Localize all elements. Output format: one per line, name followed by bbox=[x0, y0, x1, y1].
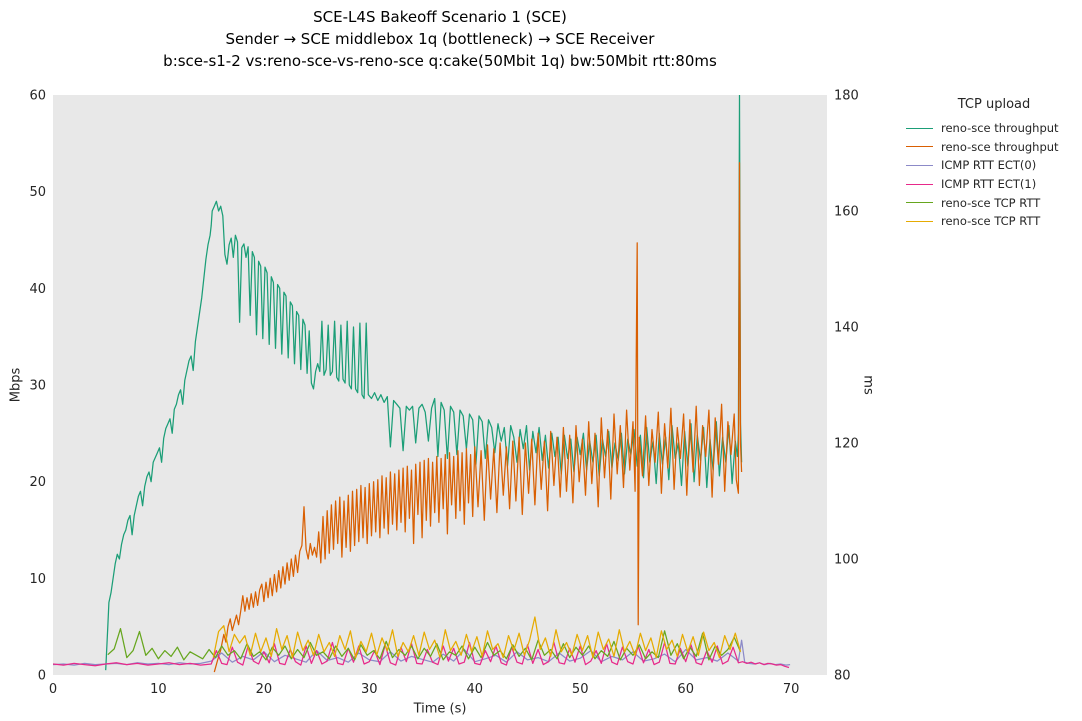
y-right-tick-label: 120 bbox=[834, 437, 859, 452]
legend-entry: reno-sce throughput bbox=[906, 138, 1082, 157]
y-left-tick-label: 40 bbox=[29, 282, 46, 297]
series-line-5 bbox=[212, 616, 742, 659]
legend-entry: reno-sce TCP RTT bbox=[906, 193, 1082, 212]
y-right-tick-label: 160 bbox=[834, 205, 859, 220]
x-axis-label: Time (s) bbox=[413, 701, 467, 717]
x-tick-label: 10 bbox=[150, 682, 167, 697]
legend: TCP upload reno-sce throughput reno-sce t… bbox=[906, 97, 1082, 231]
title-line-1: SCE-L4S Bakeoff Scenario 1 (SCE) bbox=[313, 8, 567, 26]
legend-title: TCP upload bbox=[957, 97, 1031, 112]
legend-entry: ICMP RTT ECT(1) bbox=[906, 175, 1082, 194]
x-tick-label: 60 bbox=[677, 682, 694, 697]
legend-swatch-line bbox=[906, 164, 933, 166]
legend-swatch-line bbox=[906, 220, 933, 222]
legend-swatch-line bbox=[906, 183, 933, 185]
x-tick-label: 40 bbox=[467, 682, 484, 697]
legend-entry: reno-sce throughput bbox=[906, 119, 1082, 138]
plot-background bbox=[53, 95, 827, 675]
y-right-tick-label: 100 bbox=[834, 553, 859, 568]
x-tick-label: 20 bbox=[256, 682, 273, 697]
y-left-tick-label: 30 bbox=[29, 379, 46, 394]
y-axis-label-left: Mbps bbox=[8, 367, 24, 403]
y-left-tick-label: 0 bbox=[38, 669, 46, 684]
legend-entry-label: reno-sce throughput bbox=[941, 121, 1059, 136]
legend-entry-label: reno-sce TCP RTT bbox=[941, 214, 1041, 229]
y-axis-label-right: ms bbox=[860, 375, 876, 395]
series-line-1 bbox=[213, 162, 743, 673]
chart-title: SCE-L4S Bakeoff Scenario 1 (SCE) Sender … bbox=[0, 6, 880, 72]
legend-entry-label: reno-sce TCP RTT bbox=[941, 195, 1041, 210]
legend-swatch-line bbox=[906, 127, 933, 129]
legend-entry: reno-sce TCP RTT bbox=[906, 212, 1082, 231]
y-right-tick-label: 140 bbox=[834, 321, 859, 336]
y-left-tick-label: 20 bbox=[29, 475, 46, 490]
y-right-tick-label: 80 bbox=[834, 669, 851, 684]
y-left-tick-label: 60 bbox=[29, 89, 46, 104]
y-left-tick-label: 50 bbox=[29, 185, 46, 200]
x-tick-label: 50 bbox=[572, 682, 589, 697]
legend-entry-label: reno-sce throughput bbox=[941, 139, 1059, 154]
legend-entry-label: ICMP RTT ECT(1) bbox=[941, 177, 1037, 192]
y-left-tick-label: 10 bbox=[29, 572, 46, 587]
legend-entry: ICMP RTT ECT(0) bbox=[906, 156, 1082, 175]
title-line-2: Sender → SCE middlebox 1q (bottleneck) →… bbox=[225, 30, 655, 48]
legend-swatch-line bbox=[906, 202, 933, 204]
y-right-tick-label: 180 bbox=[834, 89, 859, 104]
legend-entry-label: ICMP RTT ECT(0) bbox=[941, 158, 1037, 173]
x-tick-label: 0 bbox=[49, 682, 57, 697]
legend-items: reno-sce throughput reno-sce throughput IC… bbox=[906, 119, 1082, 231]
title-line-3: b:sce-s1-2 vs:reno-sce-vs-reno-sce q:cak… bbox=[163, 52, 717, 70]
legend-swatch-line bbox=[906, 146, 933, 148]
x-tick-label: 30 bbox=[361, 682, 378, 697]
x-tick-label: 70 bbox=[783, 682, 800, 697]
